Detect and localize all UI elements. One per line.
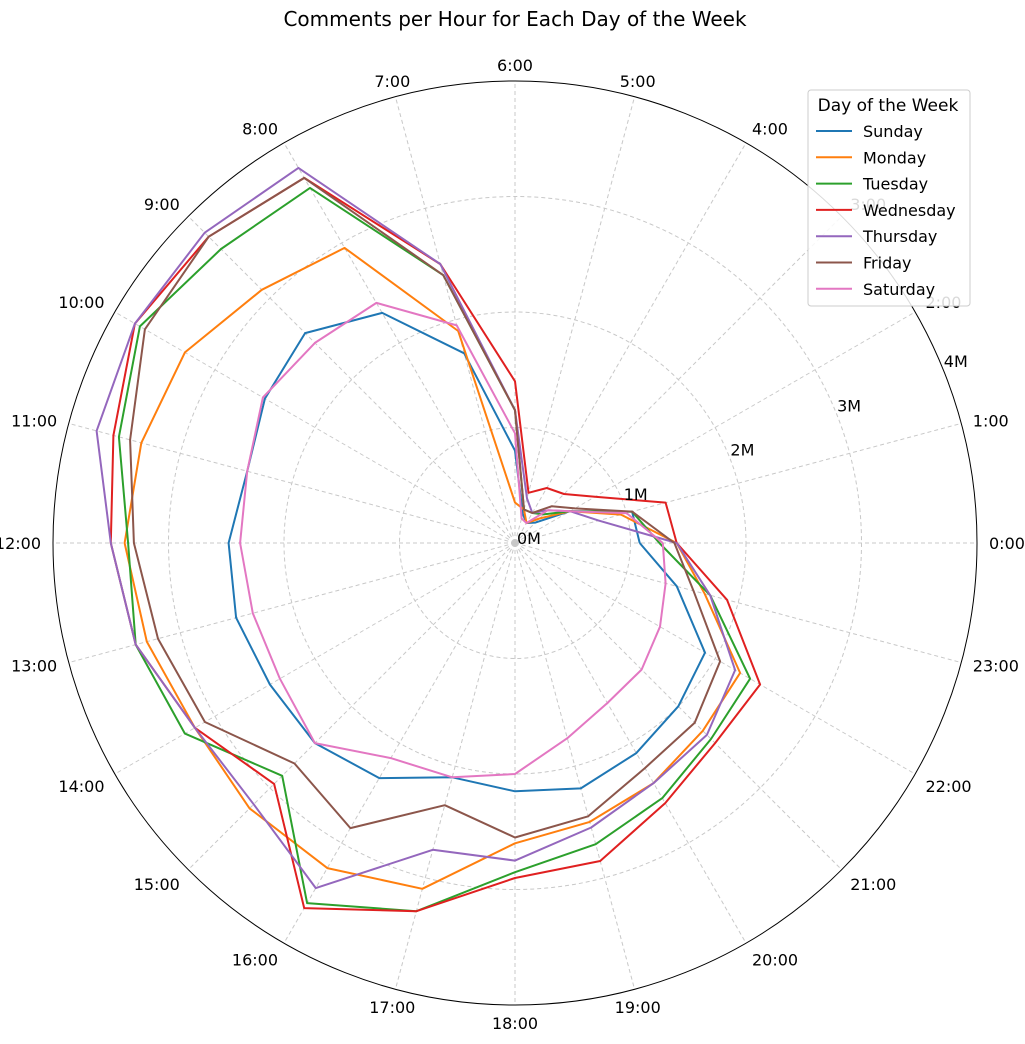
- radial-tick-label: 4M: [944, 352, 968, 371]
- radial-tick-label: 1M: [624, 485, 648, 504]
- hour-tick-label: 7:00: [374, 72, 410, 91]
- hour-tick-label: 1:00: [973, 411, 1009, 430]
- radial-tick-label: 0M: [517, 529, 541, 548]
- series-line-saturday: [239, 301, 667, 779]
- hour-tick-label: 0:00: [989, 534, 1025, 553]
- hour-tick-label: 10:00: [58, 293, 104, 312]
- legend-label-sunday: Sunday: [863, 122, 923, 141]
- series-line-sunday: [227, 311, 706, 793]
- ring-gridline: [168, 196, 862, 890]
- radial-tick-label: 2M: [730, 441, 754, 460]
- hour-tick-label: 14:00: [58, 777, 104, 796]
- radial-tick-label: 3M: [837, 396, 861, 415]
- hour-tick-label: 12:00: [0, 534, 41, 553]
- hour-tick-label: 16:00: [232, 951, 278, 970]
- hour-tick-label: 4:00: [752, 120, 788, 139]
- hour-tick-label: 5:00: [620, 72, 656, 91]
- legend-title: Day of the Week: [818, 96, 959, 116]
- hour-tick-label: 8:00: [242, 120, 278, 139]
- legend: Day of the Week Sunday Monday Tuesday Wedne…: [807, 89, 971, 307]
- series-line-friday: [129, 176, 722, 839]
- radial-gridline: [514, 96, 636, 544]
- legend-label-tuesday: Tuesday: [862, 175, 928, 194]
- hour-tick-label: 13:00: [11, 657, 57, 676]
- chart-title: Comments per Hour for Each Day of the We…: [283, 7, 747, 31]
- hour-tick-label: 11:00: [11, 411, 57, 430]
- hour-tick-label: 22:00: [926, 777, 972, 796]
- radial-gridline: [514, 542, 962, 664]
- radial-gridline: [114, 311, 516, 544]
- outer-frame: [52, 80, 978, 1006]
- series-line-tuesday: [117, 186, 752, 913]
- series-lines: [95, 166, 762, 913]
- hour-tick-label: 21:00: [850, 875, 896, 894]
- legend-box: [807, 89, 971, 307]
- hour-tick-label: 6:00: [497, 56, 533, 75]
- hour-tick-label: 9:00: [144, 195, 180, 214]
- legend-label-saturday: Saturday: [863, 280, 935, 299]
- radial-gridline: [68, 542, 516, 664]
- radial-gridline: [394, 96, 516, 544]
- legend-label-wednesday: Wednesday: [863, 201, 956, 220]
- radial-gridline: [514, 422, 962, 544]
- hour-tick-label: 23:00: [973, 657, 1019, 676]
- ring-gridline: [283, 311, 747, 775]
- legend-label-monday: Monday: [863, 148, 926, 167]
- series-line-monday: [123, 246, 742, 890]
- hour-tick-label: 17:00: [369, 998, 415, 1017]
- hour-tick-label: 18:00: [492, 1014, 538, 1033]
- hour-tick-label: 19:00: [615, 998, 661, 1017]
- radial-gridline: [514, 142, 747, 544]
- radial-gridline: [514, 311, 916, 544]
- polar-grid: [52, 80, 978, 1006]
- hour-tick-label: 20:00: [752, 951, 798, 970]
- legend-label-thursday: Thursday: [862, 227, 937, 246]
- ring-gridline: [399, 427, 631, 659]
- hour-tick-label: 15:00: [134, 875, 180, 894]
- radial-gridline: [187, 542, 516, 871]
- radial-gridline: [68, 422, 516, 544]
- legend-label-friday: Friday: [863, 254, 912, 273]
